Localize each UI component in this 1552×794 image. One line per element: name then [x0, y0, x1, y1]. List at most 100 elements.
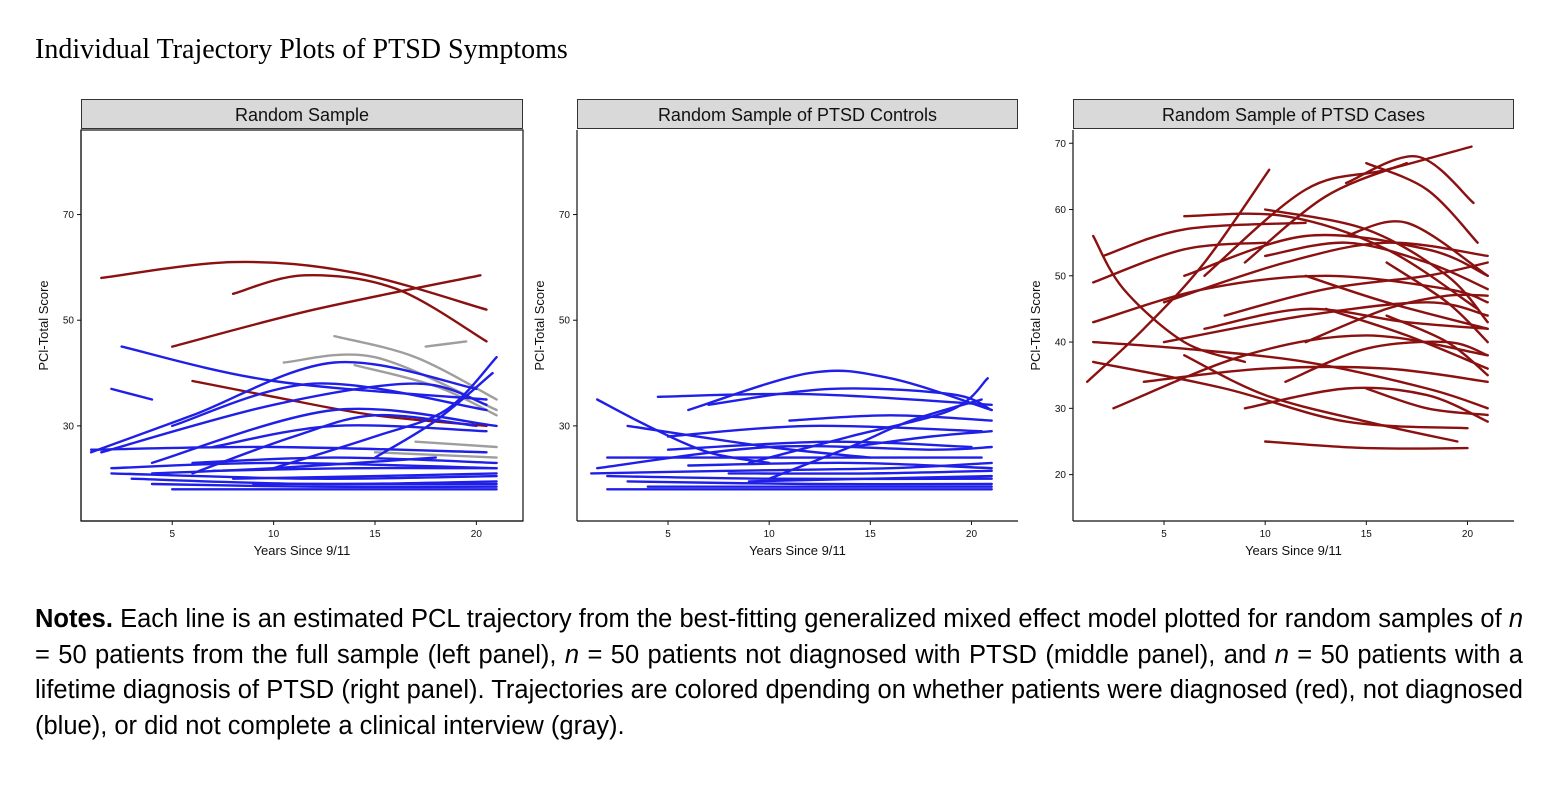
x-tick-label: 10 [1260, 529, 1272, 540]
trajectory-line-not-diagnosed [768, 398, 983, 480]
x-tick-label: 15 [369, 529, 381, 540]
notes-text-2: = 50 patients from the full sample (left… [35, 640, 565, 669]
panel-ptsd-cases: 5 10 15 20 20 30 40 50 60 70 Years Since 9/11 PCl-T… [1028, 130, 1514, 558]
trajectory-line-diagnosed [1142, 365, 1489, 383]
x-tick-label: 10 [764, 529, 776, 540]
trajectory-line-diagnosed [1092, 241, 1267, 284]
trajectory-line-not-diagnosed [191, 456, 498, 465]
trajectory-line-diagnosed [1203, 145, 1473, 277]
trajectory-line-diagnosed [1264, 208, 1489, 324]
trajectory-line-diagnosed [191, 379, 488, 428]
x-tick-label: 10 [268, 529, 280, 540]
trajectory-line-not-diagnosed [707, 387, 993, 412]
panel-ptsd-controls: 5 10 15 20 30 50 70 Years Since 9/11 PCl-Total S… [532, 130, 1018, 558]
trajectory-line-diagnosed [1243, 386, 1489, 423]
trajectory-line-not-diagnosed [687, 369, 993, 412]
x-tick-label: 5 [665, 529, 671, 540]
trajectory-line-not-diagnosed [110, 461, 498, 470]
trajectory-line-no-interview [414, 440, 498, 449]
page-title: Individual Trajectory Plots of PTSD Symp… [35, 34, 568, 65]
trajectory-line-diagnosed [1304, 274, 1489, 330]
trajectory-line-not-diagnosed [666, 424, 983, 438]
x-tick-label: 20 [1462, 529, 1474, 540]
trajectory-line-not-diagnosed [788, 414, 993, 422]
trajectory-line-not-diagnosed [150, 482, 498, 489]
trajectory-line-not-diagnosed [120, 345, 488, 401]
trajectory-line-not-diagnosed [596, 398, 771, 465]
panel-strip-ptsd-controls: Random Sample of PTSD Controls [577, 99, 1018, 129]
trajectory-line-diagnosed [1162, 241, 1489, 304]
trajectory-line-diagnosed [1086, 168, 1271, 383]
notes-label: Notes. [35, 605, 113, 633]
y-tick-label: 30 [559, 421, 571, 432]
trajectory-line-diagnosed [231, 273, 488, 343]
trajectory-line-not-diagnosed [191, 413, 478, 475]
trajectory-line-not-diagnosed [747, 474, 993, 483]
notes-n-1: n [1508, 605, 1523, 633]
trajectory-line-diagnosed [1162, 301, 1489, 344]
trajectory-line-not-diagnosed [666, 440, 973, 451]
trajectory-line-not-diagnosed [727, 469, 993, 475]
trajectory-line-diagnosed [1344, 155, 1475, 205]
x-tick-label: 15 [865, 529, 877, 540]
trajectory-line-diagnosed [1365, 387, 1489, 417]
trajectory-line-diagnosed [1183, 354, 1459, 443]
y-tick-label: 50 [63, 316, 75, 327]
trajectory-line-not-diagnosed [211, 424, 488, 449]
y-tick-label: 70 [559, 210, 571, 221]
trajectory-line-not-diagnosed [687, 461, 993, 470]
x-tick-label: 20 [966, 529, 978, 540]
trajectory-line-diagnosed [1324, 307, 1489, 370]
trajectory-line-diagnosed [1092, 234, 1247, 364]
trajectory-line-diagnosed [1385, 261, 1489, 344]
y-tick-label: 20 [1055, 470, 1067, 481]
notes-text-3: = 50 patients not diagnosed with PTSD (m… [579, 640, 1275, 669]
x-tick-label: 20 [471, 529, 483, 540]
x-axis-label: Years Since 9/11 [254, 543, 351, 558]
trajectory-line-diagnosed [1264, 241, 1489, 291]
trajectory-line-diagnosed [1264, 440, 1469, 450]
y-axis-label: PCl-Total Score [1028, 280, 1043, 370]
trajectory-line-diagnosed [1223, 261, 1489, 317]
panel-frame [80, 129, 524, 522]
trajectory-line-not-diagnosed [606, 474, 993, 481]
y-tick-label: 50 [1055, 271, 1067, 282]
trajectory-charts: 5 10 15 20 30 50 70 Years Since 9/11 PCl-Total S… [36, 129, 1514, 558]
trajectory-line-not-diagnosed [373, 371, 494, 459]
notes-n-3: n [1274, 640, 1289, 669]
trajectory-line-not-diagnosed [231, 472, 498, 480]
trajectory-line-not-diagnosed [110, 472, 498, 480]
trajectory-line-diagnosed [1183, 212, 1479, 311]
y-tick-label: 30 [63, 421, 75, 432]
notes-n-2: n [564, 640, 580, 669]
y-axis-label: PCl-Total Score [532, 280, 547, 370]
trajectory-line-diagnosed [1365, 161, 1479, 244]
panel-strip-ptsd-cases: Random Sample of PTSD Cases [1073, 99, 1514, 129]
trajectory-line-not-diagnosed [171, 382, 488, 428]
panel-random-sample: 5 10 15 20 30 50 70 Years Since 9/11 PCl-Total S… [36, 129, 524, 558]
trajectory-line-diagnosed [1304, 293, 1489, 344]
notes-text-4: = 50 patients with a lifetime diagnosis … [35, 640, 1523, 740]
trajectory-line-not-diagnosed [596, 444, 993, 470]
trajectory-line-diagnosed [1183, 233, 1489, 277]
x-tick-label: 15 [1361, 529, 1373, 540]
trajectory-line-not-diagnosed [656, 392, 993, 406]
panel-strip-random-sample: Random Sample [81, 99, 523, 129]
trajectory-line-not-diagnosed [100, 382, 488, 454]
trajectory-line-no-interview [333, 334, 498, 401]
notes-paragraph: Notes. Each line is an estimated PCL tra… [35, 602, 1523, 744]
trajectory-line-not-diagnosed [150, 407, 498, 465]
trajectory-line-not-diagnosed [89, 360, 478, 454]
trajectory-line-diagnosed [1284, 340, 1489, 383]
trajectory-line-not-diagnosed [89, 445, 488, 454]
trajectory-line-diagnosed [1102, 221, 1307, 258]
trajectory-line-diagnosed [1092, 274, 1489, 324]
y-tick-label: 70 [1055, 139, 1067, 150]
trajectory-line-not-diagnosed [848, 430, 993, 449]
trajectory-line-not-diagnosed [150, 456, 437, 475]
x-axis-label: Years Since 9/11 [1245, 543, 1342, 558]
y-tick-label: 40 [1055, 338, 1067, 349]
trajectory-line-not-diagnosed [110, 387, 154, 401]
trajectory-line-diagnosed [100, 260, 488, 311]
trajectory-line-not-diagnosed [272, 356, 498, 470]
